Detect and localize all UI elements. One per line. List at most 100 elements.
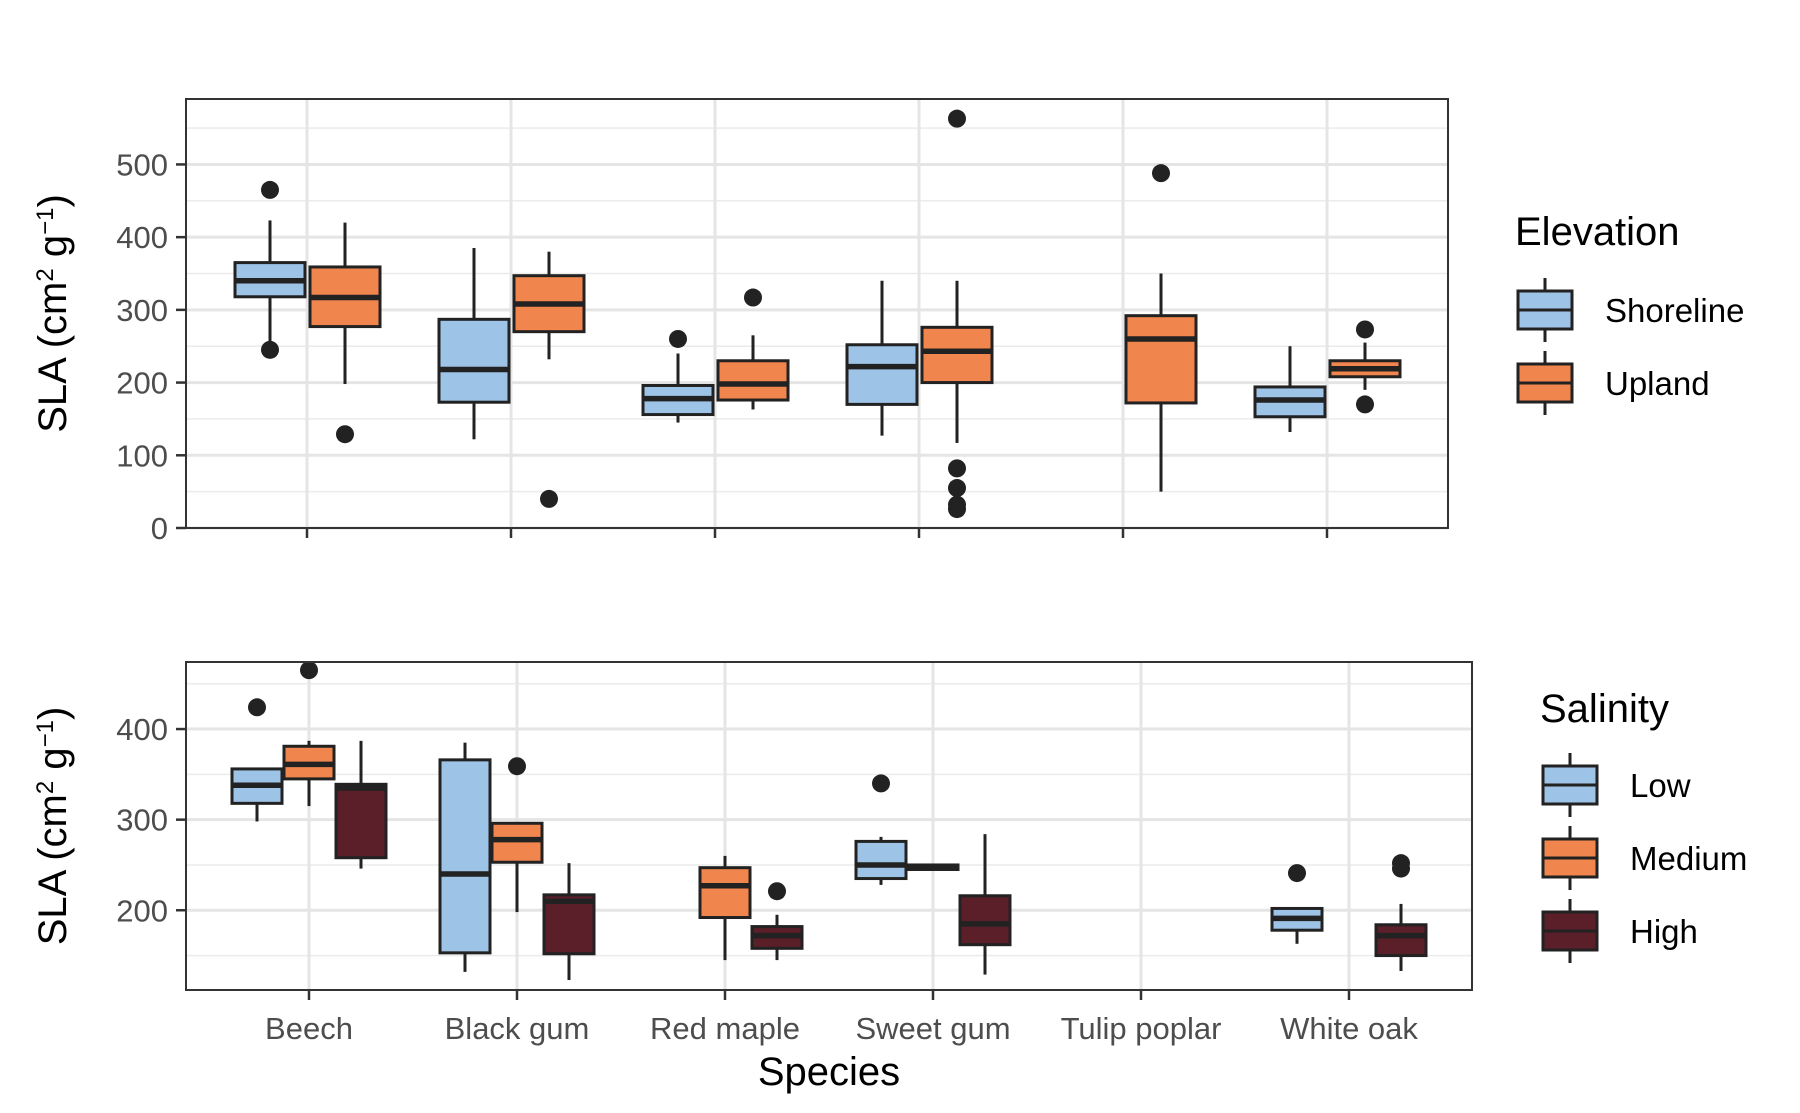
box-upland-white-oak bbox=[1328, 320, 1402, 414]
outlier-point bbox=[508, 757, 526, 776]
box-high-red-maple bbox=[750, 882, 804, 961]
series-low bbox=[230, 698, 1324, 972]
y-axis-title-part: SLA (cm bbox=[31, 794, 75, 945]
panel-border bbox=[185, 661, 1473, 991]
y-axis-title-part: SLA (cm bbox=[31, 282, 75, 433]
panel-border bbox=[185, 98, 1449, 529]
legend-label: Low bbox=[1630, 767, 1691, 804]
series-high bbox=[334, 740, 1428, 981]
outlier-point bbox=[948, 459, 966, 478]
box-body bbox=[698, 866, 752, 920]
outlier-point bbox=[248, 698, 266, 717]
outlier-point bbox=[744, 288, 762, 307]
box-body bbox=[920, 325, 994, 385]
y-tick-label: 500 bbox=[116, 147, 168, 182]
box-body bbox=[542, 893, 596, 956]
box-medium-sweet-gum bbox=[906, 863, 960, 871]
legend-label: Upland bbox=[1605, 365, 1710, 402]
box-shoreline-black-gum bbox=[437, 248, 511, 440]
outlier-point bbox=[768, 882, 786, 901]
y-tick-label: 300 bbox=[116, 803, 168, 838]
box-upland-black-gum bbox=[512, 251, 586, 508]
legend-key-medium bbox=[1541, 826, 1599, 890]
legend-label: Medium bbox=[1630, 840, 1747, 877]
box-body bbox=[854, 839, 908, 881]
box-high-beech bbox=[334, 740, 388, 869]
box-medium-red-maple bbox=[698, 855, 752, 961]
legend-title: Elevation bbox=[1515, 210, 1680, 254]
outlier-point bbox=[1288, 864, 1306, 883]
y-axis-title-part: ) bbox=[31, 707, 75, 720]
legend-key-upland bbox=[1516, 351, 1574, 415]
outlier-point bbox=[300, 661, 318, 680]
legend-title: Salinity bbox=[1540, 687, 1669, 731]
box-shoreline-red-maple bbox=[641, 329, 715, 423]
outlier-point bbox=[872, 774, 890, 793]
legend: Salinity Low Medium High bbox=[1540, 687, 1747, 963]
outlier-point bbox=[948, 500, 966, 519]
box-low-beech bbox=[230, 698, 284, 822]
x-tick-label: White oak bbox=[1280, 1011, 1418, 1046]
box-low-sweet-gum bbox=[854, 774, 908, 885]
box-upland-beech bbox=[308, 222, 382, 444]
series-upland bbox=[308, 109, 1402, 519]
box-shoreline-beech bbox=[233, 180, 307, 359]
box-shoreline-sweet-gum bbox=[845, 280, 919, 436]
y-axis-title-part: ) bbox=[31, 194, 75, 207]
legend-label: High bbox=[1630, 913, 1698, 950]
y-tick-label: 300 bbox=[116, 293, 168, 328]
box-upland-sweet-gum bbox=[920, 109, 994, 519]
outlier-point bbox=[261, 180, 279, 199]
box-medium-beech bbox=[282, 661, 336, 807]
legend-label: Shoreline bbox=[1605, 292, 1744, 329]
y-tick-label: 0 bbox=[151, 511, 168, 546]
gridlines bbox=[186, 662, 1472, 990]
outlier-point bbox=[1392, 859, 1410, 878]
x-tick-label: Tulip poplar bbox=[1061, 1011, 1222, 1046]
x-tick-label: Red maple bbox=[650, 1011, 800, 1046]
x-tick-label: Sweet gum bbox=[855, 1011, 1010, 1046]
y-axis-title-part: g bbox=[31, 235, 75, 268]
y-tick-label: 400 bbox=[116, 712, 168, 747]
legend-key-high bbox=[1541, 899, 1599, 963]
box-low-black-gum bbox=[438, 742, 492, 972]
panel-2: 200 300 400 Beech Black gum Red maple Sweet gu… bbox=[31, 661, 1747, 1094]
y-axis-title-part: g bbox=[31, 747, 75, 780]
box-high-black-gum bbox=[542, 863, 596, 981]
box-high-sweet-gum bbox=[958, 834, 1012, 975]
legend-key-low bbox=[1541, 753, 1599, 817]
panel-background bbox=[186, 662, 1472, 990]
box-upland-red-maple bbox=[716, 288, 790, 410]
outlier-point bbox=[1356, 320, 1374, 339]
outlier-point bbox=[540, 489, 558, 508]
box-body bbox=[958, 894, 1012, 947]
y-tick-label: 200 bbox=[116, 893, 168, 928]
y-axis-title: SLA (cm2 g−1) bbox=[31, 194, 75, 433]
box-body bbox=[490, 821, 544, 864]
box-body bbox=[1124, 314, 1198, 405]
y-axis-title-superscript: 2 bbox=[32, 268, 59, 281]
y-axis-title: SLA (cm2 g−1) bbox=[31, 707, 75, 946]
outlier-point bbox=[669, 329, 687, 348]
box-body bbox=[716, 359, 790, 402]
y-axis-title-superscript: 2 bbox=[32, 781, 59, 794]
outlier-point bbox=[1356, 395, 1374, 414]
box-body bbox=[334, 782, 388, 860]
legend-key-shoreline bbox=[1516, 278, 1574, 342]
legend: Elevation Shoreline Upland bbox=[1515, 210, 1744, 415]
y-tick-label: 100 bbox=[116, 438, 168, 473]
box-high-white-oak bbox=[1374, 854, 1428, 971]
y-axis-title-superscript: −1 bbox=[32, 208, 59, 235]
panel-1: 0 100 200 300 400 500 SLA (cm2 g−1) Elevation Sh… bbox=[31, 98, 1744, 546]
outlier-point bbox=[261, 340, 279, 359]
series-medium bbox=[282, 661, 960, 961]
outlier-point bbox=[948, 109, 966, 128]
y-tick-label: 400 bbox=[116, 220, 168, 255]
outlier-point bbox=[336, 425, 354, 444]
x-tick-label: Black gum bbox=[445, 1011, 590, 1046]
box-body bbox=[437, 317, 511, 404]
box-low-white-oak bbox=[1270, 864, 1324, 944]
box-upland-tulip-poplar bbox=[1124, 164, 1198, 492]
x-axis-title: Species bbox=[758, 1050, 900, 1094]
